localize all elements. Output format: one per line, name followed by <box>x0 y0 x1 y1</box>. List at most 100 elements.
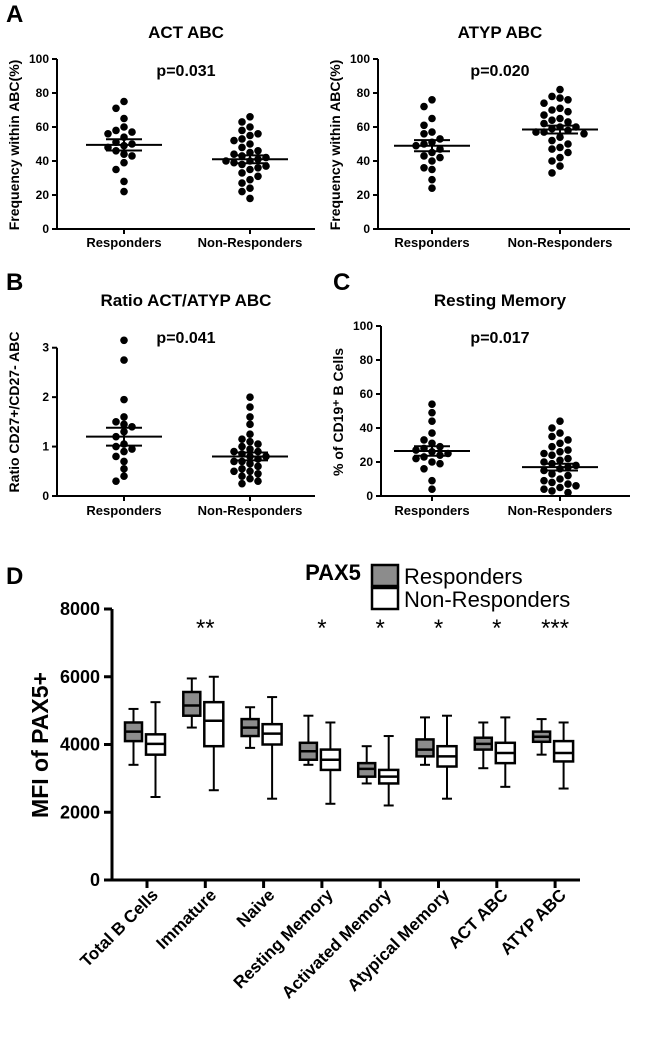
data-point <box>246 437 254 446</box>
data-point <box>556 417 564 426</box>
y-tick-label: 3 <box>42 341 49 355</box>
data-point <box>246 113 254 121</box>
data-point <box>564 436 572 444</box>
data-point <box>540 485 548 494</box>
data-point <box>246 140 254 148</box>
panel-a-act-abc: A ACT ABC p=0.031 Frequency within ABC(%… <box>6 1 315 250</box>
data-point <box>540 111 548 119</box>
panel-a-atyp-abc: ATYP ABC p=0.020 Frequency within ABC(%)… <box>327 23 630 250</box>
data-point <box>238 472 246 481</box>
data-point <box>548 470 556 478</box>
data-point <box>238 435 246 443</box>
data-point <box>556 104 564 113</box>
y-tick-label: 40 <box>357 154 371 168</box>
data-point <box>120 97 128 106</box>
panel-letter-c: C <box>333 269 350 296</box>
data-point <box>556 133 564 141</box>
panel-c-resting-memory: C Resting Memory p=0.017 % of CD19⁺ B Ce… <box>330 269 630 518</box>
box-responders <box>415 738 435 758</box>
data-point <box>548 116 556 124</box>
x-category-label: Immature <box>153 885 221 953</box>
data-point <box>230 150 238 158</box>
data-point <box>428 114 436 123</box>
data-point <box>556 439 564 448</box>
data-point <box>556 162 564 170</box>
data-point <box>572 482 580 490</box>
data-point <box>238 187 246 196</box>
y-tick-label: 80 <box>360 353 374 367</box>
box-responders <box>182 690 202 717</box>
data-point <box>548 169 556 177</box>
y-tick-label: 100 <box>350 52 370 66</box>
data-point <box>548 451 556 460</box>
data-point <box>246 430 254 439</box>
data-point <box>540 449 548 458</box>
data-point <box>428 157 436 165</box>
data-point <box>120 472 128 481</box>
data-point <box>120 413 128 421</box>
significance-marker: ** <box>196 615 215 642</box>
panel-b-ratio: B Ratio ACT/ATYP ABC p=0.041 Ratio CD27+… <box>6 269 315 518</box>
legend-swatch-non-responders <box>370 586 400 611</box>
legend-item-non-responders: Non-Responders <box>370 586 570 612</box>
y-tick-label: 40 <box>36 154 50 168</box>
data-point <box>548 432 556 441</box>
data-point <box>104 130 112 138</box>
y-tick-label: 2 <box>42 390 49 404</box>
y-tick-label: 60 <box>357 120 371 134</box>
data-point <box>120 114 128 123</box>
data-point <box>428 417 436 426</box>
data-point <box>548 487 556 495</box>
panel-d-pax5: D PAX5 Responders Non-Responders MFI of … <box>6 560 580 1002</box>
data-point <box>254 440 262 448</box>
data-point <box>420 102 428 111</box>
data-point <box>246 460 254 468</box>
x-category-label: Activated Memory <box>278 885 395 1002</box>
x-category-label: Non-Responders <box>508 235 613 250</box>
data-point <box>428 476 436 485</box>
panel-letter-b: B <box>6 269 23 296</box>
y-tick-label: 0 <box>42 489 49 503</box>
data-point <box>428 458 436 466</box>
data-point <box>580 130 588 138</box>
x-category-label: Responders <box>86 503 161 518</box>
panel-title: Ratio ACT/ATYP ABC <box>101 291 272 310</box>
data-point <box>120 420 128 429</box>
data-point <box>420 465 428 473</box>
data-point <box>428 165 436 174</box>
data-point <box>112 104 120 113</box>
data-point <box>548 136 556 145</box>
data-point <box>436 135 444 143</box>
data-point <box>246 184 254 192</box>
data-point <box>246 131 254 140</box>
data-point <box>428 175 436 184</box>
data-point <box>564 480 572 488</box>
data-point <box>112 165 120 174</box>
data-point <box>246 403 254 411</box>
data-point <box>564 118 572 126</box>
significance-marker: * <box>317 615 326 642</box>
legend-swatch-responders <box>370 563 400 588</box>
data-point <box>556 85 564 94</box>
y-tick-label: 60 <box>36 120 50 134</box>
data-point <box>428 429 436 437</box>
data-point <box>428 400 436 409</box>
data-point <box>120 158 128 167</box>
data-point <box>128 445 136 453</box>
y-tick-label: 60 <box>360 387 374 401</box>
data-point <box>556 475 564 483</box>
data-point <box>120 123 128 131</box>
data-point <box>120 356 128 364</box>
data-point <box>436 153 444 162</box>
p-value: p=0.041 <box>156 330 215 347</box>
data-point <box>246 175 254 184</box>
data-point <box>254 164 262 172</box>
data-point <box>238 135 246 143</box>
data-point <box>254 462 262 471</box>
data-point <box>238 465 246 473</box>
x-category-label: Responders <box>394 503 469 518</box>
data-point <box>420 130 428 138</box>
y-tick-label: 20 <box>36 188 50 202</box>
data-point <box>112 126 120 135</box>
